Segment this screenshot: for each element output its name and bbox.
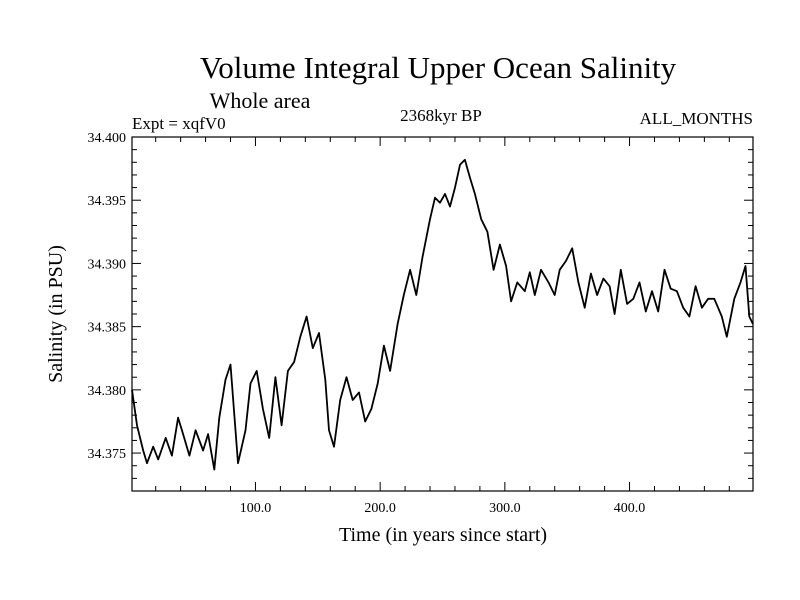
x-tick-label: 100.0 bbox=[240, 501, 272, 516]
y-tick-label: 34.390 bbox=[88, 257, 127, 272]
period-annotation: 2368kyr BP bbox=[400, 106, 482, 125]
x-axis-label: Time (in years since start) bbox=[339, 524, 547, 546]
chart-title: Volume Integral Upper Ocean Salinity bbox=[200, 50, 677, 85]
x-axis-ticks bbox=[155, 137, 730, 491]
y-tick-label: 34.400 bbox=[88, 131, 127, 146]
chart-subtitle: Whole area bbox=[210, 88, 311, 113]
y-tick-label: 34.395 bbox=[88, 194, 127, 209]
y-axis-label: Salinity (in PSU) bbox=[45, 245, 67, 383]
months-annotation: ALL_MONTHS bbox=[640, 109, 753, 128]
salinity-series-line bbox=[131, 158, 754, 471]
y-axis-tick-labels: 34.375 34.380 34.385 34.390 34.395 34.400 bbox=[88, 131, 127, 462]
x-tick-label: 300.0 bbox=[489, 501, 521, 516]
y-tick-label: 34.385 bbox=[88, 321, 127, 336]
x-tick-label: 400.0 bbox=[614, 501, 646, 516]
y-tick-label: 34.375 bbox=[88, 447, 127, 462]
x-tick-label: 200.0 bbox=[364, 501, 396, 516]
experiment-annotation: Expt = xqfV0 bbox=[132, 114, 226, 133]
x-axis-tick-labels: 100.0 200.0 300.0 400.0 bbox=[240, 501, 646, 516]
y-axis-ticks bbox=[132, 136, 753, 479]
plot-frame bbox=[131, 136, 754, 492]
y-tick-label: 34.380 bbox=[88, 384, 127, 399]
